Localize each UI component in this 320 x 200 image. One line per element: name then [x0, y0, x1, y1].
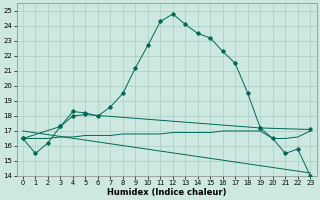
X-axis label: Humidex (Indice chaleur): Humidex (Indice chaleur) [107, 188, 226, 197]
